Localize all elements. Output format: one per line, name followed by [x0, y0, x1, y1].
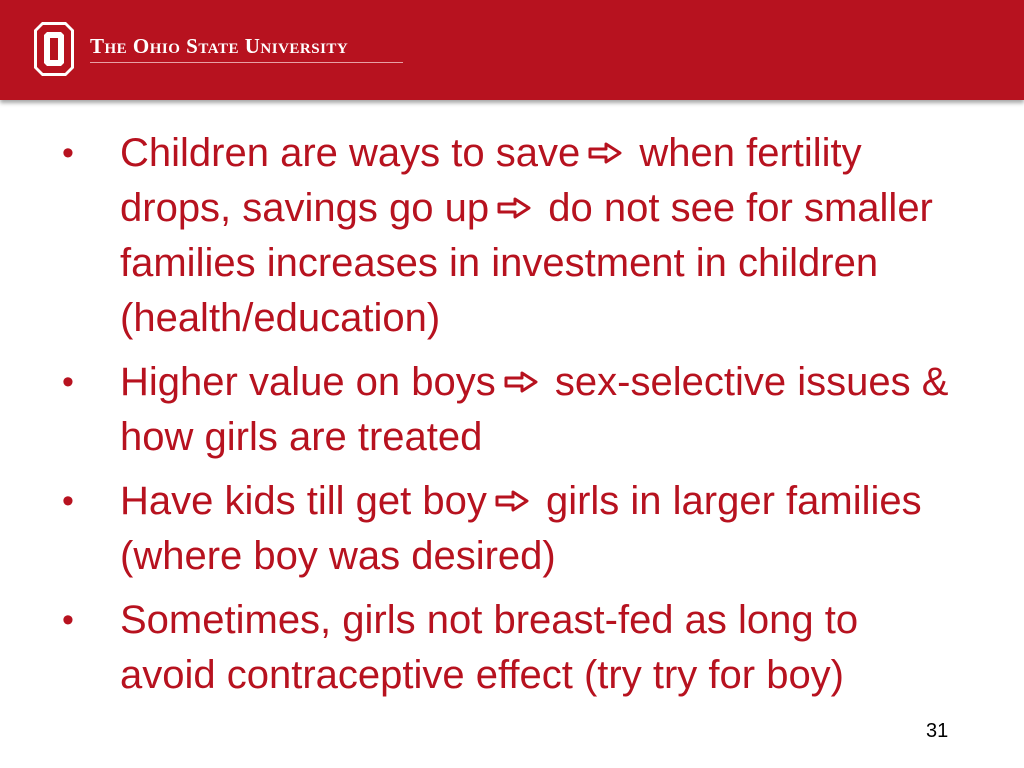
divider — [90, 62, 403, 63]
bullet: Have kids till get boy girls in larger f… — [62, 474, 962, 584]
bullet-text: sex-selective issues & how girls are tre… — [120, 360, 949, 459]
page-number: 31 — [926, 720, 949, 742]
arrow-icon — [504, 371, 538, 393]
bullet: Sometimes, girls not breast-fed as long … — [62, 593, 962, 703]
arrow-icon — [588, 142, 622, 164]
arrow-icon — [495, 490, 529, 512]
bullet: Children are ways to save when fertility… — [62, 126, 962, 346]
arrow-icon — [497, 197, 531, 219]
logo — [34, 22, 74, 76]
bullet-text: Have kids till get boy — [120, 479, 487, 523]
header-bar: The Ohio State University — [0, 0, 1024, 100]
bullet-text: girls in larger families (where boy was … — [120, 479, 922, 578]
bullet-text: when fertility drops, savings go up — [120, 131, 862, 230]
bullet-text: Higher value on boys — [120, 360, 496, 404]
bullet-list: Children are ways to save when fertility… — [62, 126, 962, 712]
bullet-text: Children are ways to save — [120, 131, 581, 175]
bullet-text: Sometimes, girls not breast-fed as long … — [120, 598, 859, 697]
bullet: Higher value on boys sex-selective issue… — [62, 355, 962, 465]
bullet-text: do not see for smaller families increase… — [120, 186, 933, 340]
university-name: The Ohio State University — [90, 34, 349, 58]
